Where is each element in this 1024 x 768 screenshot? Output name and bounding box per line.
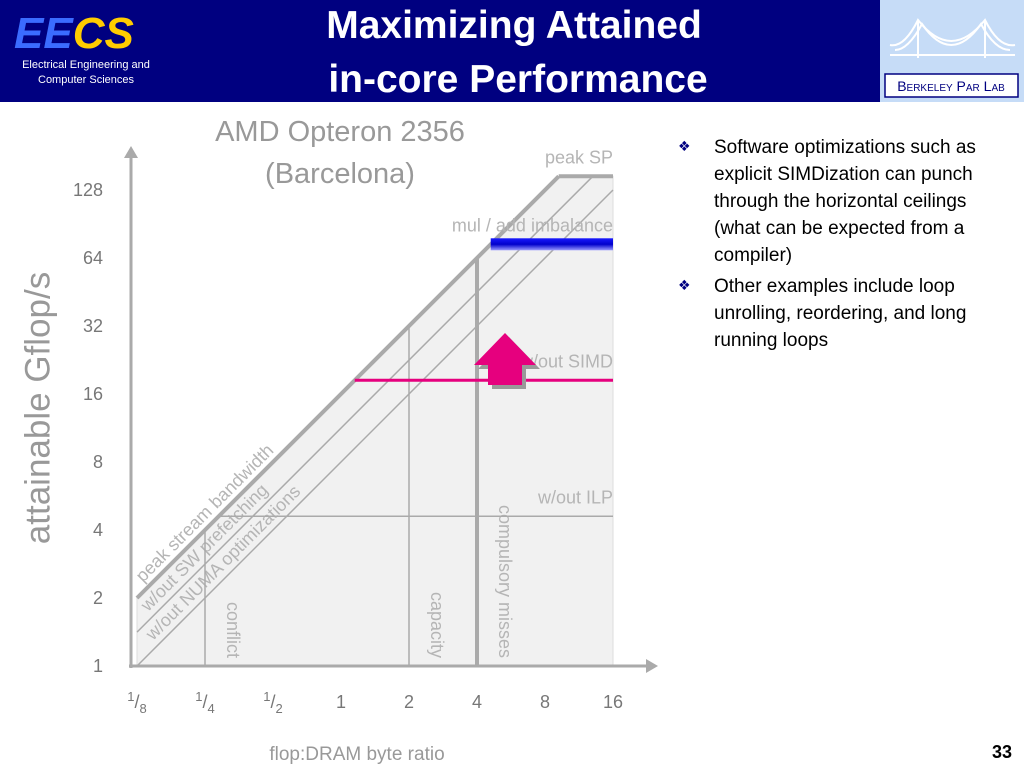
wall-label: conflict — [223, 602, 243, 658]
chart-title: (Barcelona) — [265, 158, 415, 190]
chart-title: AMD Opteron 2356 — [215, 116, 465, 148]
ceiling-label: w/out ILP — [537, 487, 613, 507]
page-number: 33 — [992, 742, 1012, 762]
x-tick-label: 1 — [336, 692, 346, 712]
tick-denominator: 2 — [276, 701, 283, 716]
ceiling-label: w/out SIMD — [519, 351, 613, 371]
bandwidth-line — [136, 175, 594, 633]
y-axis-label: attainable Gflop/s — [18, 272, 57, 544]
x-tick-label: 1/2 — [263, 689, 282, 716]
x-tick-label: 1/4 — [195, 689, 214, 716]
x-tick-label: 4 — [472, 692, 482, 712]
y-tick-label: 1 — [93, 656, 103, 676]
tick-slash: / — [134, 692, 139, 712]
y-tick-label: 8 — [93, 452, 103, 472]
y-tick-label: 16 — [83, 384, 103, 404]
tick-denominator: 8 — [140, 701, 147, 716]
x-tick-label: 8 — [540, 692, 550, 712]
ceiling-label: peak SP — [545, 147, 613, 167]
header-band — [0, 0, 1024, 102]
ceiling-label: mul / add imbalance — [452, 215, 613, 235]
logo: EECS — [14, 9, 134, 58]
bullet: Other examples include loop unrolling, r… — [676, 273, 986, 354]
wall-label: capacity — [427, 592, 447, 658]
wall-label: compulsory misses — [495, 505, 515, 658]
ceiling-highlight — [490, 238, 613, 251]
y-tick-label: 32 — [83, 316, 103, 336]
tick-denominator: 4 — [208, 701, 215, 716]
y-tick-label: 64 — [83, 248, 103, 268]
bridge-icon — [889, 18, 1016, 58]
bandwidth-line — [136, 189, 614, 667]
y-tick-label: 4 — [93, 520, 103, 540]
x-tick-label: 2 — [404, 692, 414, 712]
bullet: Software optimizations such as explicit … — [676, 134, 986, 269]
x-tick-label: 1/8 — [127, 689, 146, 716]
tick-slash: / — [202, 692, 207, 712]
logo-caption: Electrical Engineering and — [22, 59, 150, 71]
logo-cs: CS — [73, 9, 134, 58]
y-tick-label: 2 — [93, 588, 103, 608]
logo-ee: EE — [14, 9, 74, 58]
tick-numerator: 1 — [263, 689, 270, 704]
tick-numerator: 1 — [127, 689, 134, 704]
bandwidth-line — [135, 174, 561, 600]
y-tick-label: 128 — [73, 180, 103, 200]
lab-name: Berkeley Par Lab — [897, 78, 1005, 94]
slide-title: Maximizing Attained — [326, 4, 702, 47]
tick-numerator: 1 — [195, 689, 202, 704]
tick-slash: / — [270, 692, 275, 712]
x-axis-arrow — [646, 659, 658, 673]
logo-caption: Computer Sciences — [38, 74, 134, 86]
slide-title: in-core Performance — [328, 58, 707, 101]
bullet-list: Software optimizations such as explicit … — [676, 134, 986, 358]
y-axis-arrow — [124, 146, 138, 158]
punch-arrow — [474, 333, 536, 385]
x-axis-label: flop:DRAM byte ratio — [269, 744, 444, 765]
x-tick-label: 16 — [603, 692, 623, 712]
lab-badge — [884, 73, 1019, 98]
